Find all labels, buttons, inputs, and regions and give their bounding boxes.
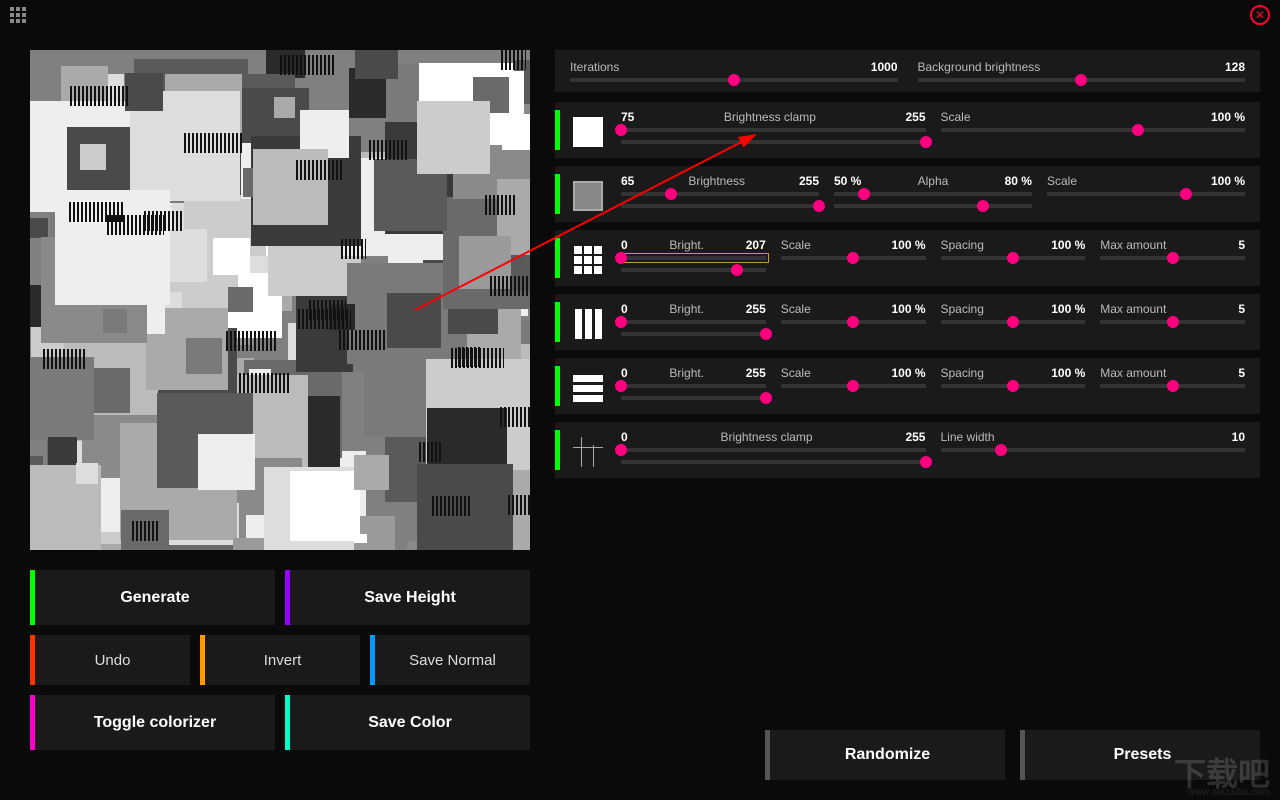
slider[interactable] [621, 460, 926, 464]
layer-panel-0: 75Brightness clamp255Scale100 % [555, 102, 1260, 158]
layer-type-icon[interactable] [570, 306, 606, 342]
undo-label: Undo [35, 652, 190, 669]
presets-button[interactable]: Presets [1020, 730, 1260, 780]
slider[interactable] [834, 204, 1032, 208]
slider[interactable] [1047, 192, 1245, 196]
layer-panel-5: 0Brightness clamp255Line width10 [555, 422, 1260, 478]
iterations-value: 1000 [871, 60, 898, 74]
slider[interactable] [1100, 256, 1245, 260]
global-sliders: Iterations 1000 Background brightness 12… [555, 50, 1260, 92]
slider[interactable] [1100, 384, 1245, 388]
slider[interactable] [621, 396, 766, 400]
slider[interactable] [621, 140, 926, 144]
save-height-label: Save Height [290, 589, 530, 607]
save-normal-label: Save Normal [375, 652, 530, 669]
iterations-slider[interactable] [570, 78, 898, 82]
slider[interactable] [781, 320, 926, 324]
slider[interactable] [621, 192, 819, 196]
slider[interactable] [941, 256, 1086, 260]
toggle-colorizer-label: Toggle colorizer [35, 714, 275, 732]
slider[interactable] [621, 256, 766, 260]
bg-brightness-label: Background brightness [918, 60, 1041, 74]
iterations-label: Iterations [570, 60, 619, 74]
toggle-colorizer-button[interactable]: Toggle colorizer [30, 695, 275, 750]
slider[interactable] [781, 384, 926, 388]
layer-type-icon[interactable] [570, 370, 606, 406]
slider[interactable] [621, 204, 819, 208]
texture-preview [30, 50, 530, 550]
slider[interactable] [941, 320, 1086, 324]
randomize-label: Randomize [770, 746, 1005, 764]
layer-panel-3: 0Bright.255Scale100 %Spacing100 %Max amo… [555, 294, 1260, 350]
slider[interactable] [621, 268, 766, 272]
bg-brightness-slider[interactable] [918, 78, 1246, 82]
slider[interactable] [621, 448, 926, 452]
undo-button[interactable]: Undo [30, 635, 190, 685]
slider[interactable] [941, 384, 1086, 388]
save-color-label: Save Color [290, 714, 530, 732]
layer-panel-2: 0Bright.207Scale100 %Spacing100 %Max amo… [555, 230, 1260, 286]
slider[interactable] [1100, 320, 1245, 324]
layer-type-icon[interactable] [570, 242, 606, 278]
slider[interactable] [781, 256, 926, 260]
slider[interactable] [621, 384, 766, 388]
presets-label: Presets [1025, 746, 1260, 764]
layer-type-icon[interactable] [570, 178, 606, 214]
slider[interactable] [621, 320, 766, 324]
slider[interactable] [834, 192, 1032, 196]
bg-brightness-value: 128 [1225, 60, 1245, 74]
invert-button[interactable]: Invert [200, 635, 360, 685]
layer-panel-1: 65Brightness25550 %Alpha80 %Scale100 % [555, 166, 1260, 222]
layer-type-icon[interactable] [570, 114, 606, 150]
apps-menu-icon[interactable] [10, 7, 26, 23]
invert-label: Invert [205, 652, 360, 669]
save-normal-button[interactable]: Save Normal [370, 635, 530, 685]
slider[interactable] [941, 128, 1246, 132]
slider[interactable] [941, 448, 1246, 452]
layer-panel-4: 0Bright.255Scale100 %Spacing100 %Max amo… [555, 358, 1260, 414]
slider[interactable] [621, 128, 926, 132]
close-button[interactable]: ✕ [1250, 5, 1270, 25]
slider[interactable] [621, 332, 766, 336]
save-height-button[interactable]: Save Height [285, 570, 530, 625]
layer-type-icon[interactable] [570, 434, 606, 470]
save-color-button[interactable]: Save Color [285, 695, 530, 750]
randomize-button[interactable]: Randomize [765, 730, 1005, 780]
generate-label: Generate [35, 589, 275, 607]
generate-button[interactable]: Generate [30, 570, 275, 625]
